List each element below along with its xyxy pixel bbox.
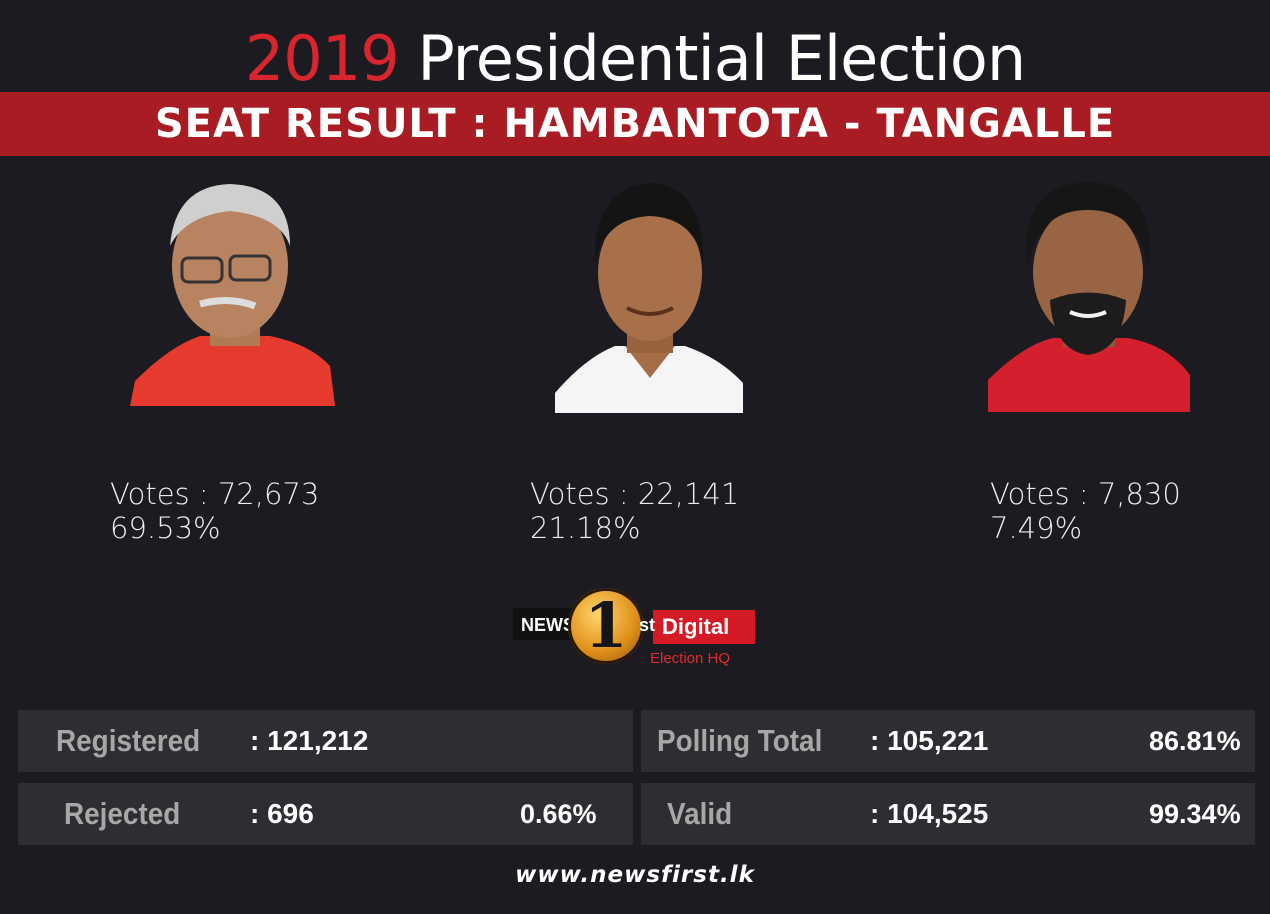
polling-total-value: : 105,221 — [870, 725, 989, 756]
logo-one-text: 1 — [584, 589, 628, 662]
registered-stat: Registered : 121,212 — [18, 710, 633, 772]
candidate-3-results: Votes : 7,830 7.49% — [990, 477, 1181, 545]
newsfirst-digital-logo: NEWS Digital 1 st Election HQ — [513, 586, 758, 672]
polling-total-label: Polling Total — [657, 723, 823, 758]
candidate-1-percent: 69.53% — [110, 511, 221, 545]
rejected-value: : 696 — [250, 798, 314, 829]
polling-total-stat: Polling Total : 105,221 86.81% — [641, 710, 1255, 772]
registered-value: : 121,212 — [250, 725, 369, 756]
polling-total-percent: 86.81% — [1149, 726, 1241, 756]
footer-url: www.newsfirst.lk — [515, 862, 755, 888]
valid-percent: 99.34% — [1149, 799, 1241, 829]
title-year: 2019 — [244, 22, 400, 95]
rejected-label: Rejected — [64, 796, 181, 831]
candidate-3-percent: 7.49% — [990, 511, 1083, 545]
logo-digital-text: Digital — [662, 614, 730, 639]
valid-value: : 104,525 — [870, 798, 989, 829]
candidate-2-portrait — [555, 178, 745, 418]
logo-red-box — [653, 610, 755, 644]
candidate-3-votes: Votes : 7,830 — [990, 477, 1181, 511]
candidate-2-votes: Votes : 22,141 — [530, 477, 740, 511]
candidate-1-portrait — [130, 176, 340, 411]
candidate-1-results: Votes : 72,673 69.53% — [110, 477, 319, 545]
logo-gold-circle — [568, 588, 644, 664]
candidate-2-results: Votes : 22,141 21.18% — [530, 477, 739, 545]
page-title: 2019 Presidential Election — [0, 22, 1270, 96]
seat-result-banner: SEAT RESULT : HAMBANTOTA - TANGALLE — [0, 92, 1270, 156]
rejected-stat: Rejected : 696 0.66% — [18, 783, 633, 845]
logo-news-text: NEWS — [521, 615, 575, 635]
title-text: Presidential Election — [417, 22, 1026, 95]
registered-label: Registered — [56, 723, 201, 758]
logo-election-hq: Election HQ — [650, 650, 731, 667]
valid-label: Valid — [667, 796, 733, 831]
logo-st-text: st — [639, 615, 656, 635]
candidate-1-votes: Votes : 72,673 — [110, 477, 320, 511]
rejected-percent: 0.66% — [520, 799, 597, 829]
candidate-2-percent: 21.18% — [530, 511, 641, 545]
candidate-3-portrait — [988, 180, 1193, 415]
valid-stat: Valid : 104,525 99.34% — [641, 783, 1255, 845]
banner-text: SEAT RESULT : HAMBANTOTA - TANGALLE — [154, 101, 1116, 147]
